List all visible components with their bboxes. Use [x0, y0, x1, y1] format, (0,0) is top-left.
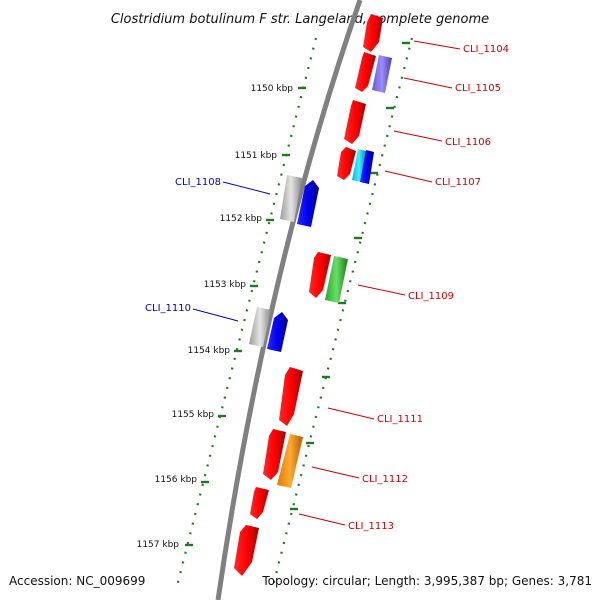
tick-label: 1154 kbp [188, 346, 231, 356]
leader-line-cli-1107 [384, 170, 433, 183]
tick-labels: 1150 kbp 1151 kbp 1152 kbp 1153 kbp 1154… [137, 84, 294, 550]
leader-line-cli-1110 [192, 308, 239, 322]
tick-track-left [174, 37, 318, 591]
leader-line-cli-1104 [413, 40, 461, 50]
gene-arrow-cli-1106[interactable] [344, 100, 366, 144]
gene-features [234, 14, 392, 576]
leader-line-cli-1112 [311, 466, 360, 479]
gene-label-cli-1108[interactable]: CLI_1108 [175, 177, 221, 188]
gene-arrow-cli-1111[interactable] [279, 367, 303, 426]
gene-label-cli-1106[interactable]: CLI_1106 [445, 137, 491, 148]
leader-line-cli-1109 [357, 284, 406, 296]
gene-arrow-cli-1109-red[interactable] [309, 252, 331, 298]
gene-arrow-cli-1107-red[interactable] [337, 147, 356, 180]
tick-label: 1157 kbp [137, 540, 180, 550]
tick-label: 1156 kbp [155, 475, 198, 485]
gene-arrow-cli-1108-grey[interactable] [280, 175, 302, 222]
gene-label-cli-1105[interactable]: CLI_1105 [455, 83, 501, 94]
gene-arrow-cli-1112-red[interactable] [263, 429, 286, 480]
leader-line-cli-1113 [298, 513, 346, 526]
gene-arrow-cli-1112[interactable] [277, 434, 303, 488]
genome-summary-text: Topology: circular; Length: 3,995,387 bp… [261, 574, 592, 588]
tick-label: 1151 kbp [235, 151, 278, 161]
gene-arrow-cli-1104[interactable] [363, 14, 383, 52]
accession-text: Accession: NC_009699 [9, 574, 145, 588]
tick-label: 1150 kbp [251, 84, 294, 94]
gene-label-cli-1110[interactable]: CLI_1110 [145, 303, 191, 314]
gene-arrow-cli-1109[interactable] [325, 256, 348, 303]
gene-arrow-cli-1110[interactable] [267, 312, 288, 352]
gene-arrow-cli-1105-red[interactable] [355, 52, 376, 92]
gene-label-cli-1111[interactable]: CLI_1111 [377, 414, 423, 425]
tick-label: 1152 kbp [220, 214, 263, 224]
tick-label: 1155 kbp [172, 410, 215, 420]
gene-label-cli-1107[interactable]: CLI_1107 [435, 177, 481, 188]
genome-backbone [215, 0, 363, 600]
gene-label-cli-1104[interactable]: CLI_1104 [463, 44, 509, 55]
tick-track-right [270, 37, 414, 591]
gene-label-cli-1113[interactable]: CLI_1113 [348, 521, 394, 532]
tick-marks [185, 41, 410, 547]
gene-label-cli-1109[interactable]: CLI_1109 [408, 291, 454, 302]
leader-line-cli-1111 [327, 407, 375, 420]
map-title: Clostridium botulinum F str. Langeland, … [111, 12, 489, 27]
tick-label: 1153 kbp [204, 280, 247, 290]
gene-arrow-cli-1107[interactable] [360, 150, 374, 184]
gene-label-cli-1112[interactable]: CLI_1112 [362, 474, 408, 485]
gene-arrow-cli-1108[interactable] [297, 180, 319, 227]
leader-line-cli-1106 [393, 130, 443, 142]
leader-line-cli-1108 [222, 181, 271, 195]
gene-arrow-cli-1107-cyan[interactable] [352, 149, 366, 182]
gene-leader-lines [192, 40, 461, 526]
gene-arrow-cli-1113[interactable] [234, 525, 259, 576]
leader-line-cli-1105 [403, 77, 453, 89]
gene-arrow-cli-1105[interactable] [372, 55, 392, 93]
gene-arrow-cli-1113-a[interactable] [250, 487, 269, 519]
gene-arrow-cli-1110-grey[interactable] [249, 307, 271, 347]
gene-labels: CLI_1104 CLI_1105 CLI_1106 CLI_1107 CLI_… [145, 44, 509, 532]
